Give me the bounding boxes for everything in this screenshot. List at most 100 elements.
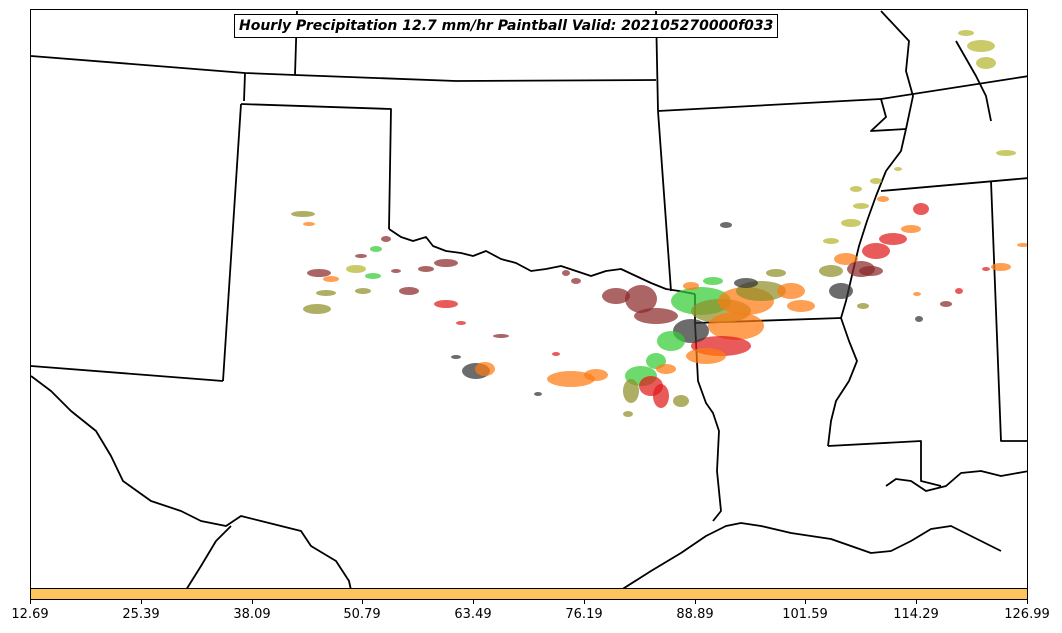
boundary-ok-ar	[657, 110, 672, 292]
paintball	[291, 211, 315, 217]
paintball	[862, 243, 890, 259]
boundary-tn-south	[880, 177, 1027, 192]
paintball	[819, 265, 843, 277]
paintball	[829, 283, 853, 299]
paintball	[683, 282, 699, 290]
boundary-la-ms	[827, 440, 942, 487]
paintball	[787, 300, 815, 312]
colorbar-tick-mark	[362, 600, 363, 604]
paintball	[870, 178, 882, 184]
boundary-nm-ok-panhandle	[240, 103, 392, 230]
paintball	[451, 355, 461, 359]
paintball	[913, 292, 921, 296]
paintball	[673, 395, 689, 407]
paintball	[493, 334, 509, 338]
paintball	[547, 371, 595, 387]
paintball	[976, 57, 996, 69]
precip-paintballs	[291, 30, 1027, 417]
paintball	[991, 263, 1011, 271]
boundary-ill-river	[955, 40, 992, 122]
paintball	[777, 283, 805, 299]
colorbar	[30, 588, 1028, 600]
paintball	[370, 246, 382, 252]
paintball	[323, 276, 339, 282]
boundary-north-1	[31, 55, 657, 82]
boundary-rio-grande	[31, 375, 352, 588]
paintball	[967, 40, 995, 52]
paintball	[303, 222, 315, 226]
map-canvas	[31, 10, 1027, 588]
paintball	[982, 267, 990, 271]
paintball	[940, 301, 952, 307]
colorbar-tick-mark	[252, 600, 253, 604]
paintball	[365, 273, 381, 279]
boundary-mo-ar	[657, 98, 907, 132]
colorbar-tick-mark	[473, 600, 474, 604]
boundary-gulf-coast	[622, 522, 1002, 588]
paintball	[857, 303, 869, 309]
paintball	[734, 278, 758, 288]
paintball	[850, 186, 862, 192]
paintball	[703, 277, 723, 285]
paintball	[841, 219, 861, 227]
paintball	[686, 348, 726, 364]
paintball	[634, 308, 678, 324]
paintball	[475, 362, 495, 376]
paintball	[915, 316, 923, 322]
paintball	[958, 30, 974, 36]
map-panel	[30, 9, 1028, 589]
paintball	[901, 225, 921, 233]
paintball	[418, 266, 434, 272]
paintball	[657, 331, 685, 351]
boundary-nm-tx-south	[31, 365, 224, 382]
colorbar-tick-label: 50.79	[343, 607, 381, 622]
paintball	[303, 304, 331, 314]
paintball	[656, 364, 676, 374]
boundary-mexico-coast	[186, 525, 232, 588]
boundary-ms-al	[990, 180, 1027, 442]
paintball	[316, 290, 336, 296]
colorbar-tick-mark	[584, 600, 585, 604]
boundary-mississippi	[827, 128, 907, 447]
paintball	[955, 288, 963, 294]
paintball	[381, 236, 391, 242]
boundary-tn-north	[880, 75, 1027, 100]
paintball	[859, 266, 883, 276]
paintball	[307, 269, 331, 277]
paintball	[562, 270, 570, 276]
paintball	[625, 285, 657, 313]
colorbar-tick-label: 12.69	[11, 607, 49, 622]
colorbar-tick-mark	[805, 600, 806, 604]
paintball	[834, 253, 858, 265]
paintball	[552, 352, 560, 356]
boundary-ks-ok	[243, 72, 246, 102]
paintball	[766, 269, 786, 277]
paintball	[355, 288, 371, 294]
colorbar-tick-mark	[30, 600, 31, 604]
paintball	[346, 265, 366, 273]
colorbar-tick-label: 88.89	[676, 607, 714, 622]
paintball	[877, 196, 889, 202]
paintball	[355, 254, 367, 258]
paintball	[602, 288, 630, 304]
map-title: Hourly Precipitation 12.7 mm/hr Paintbal…	[234, 14, 779, 38]
paintball	[853, 203, 869, 209]
paintball	[653, 384, 669, 408]
boundary-mo-ia	[880, 10, 914, 130]
paintball	[571, 278, 581, 284]
colorbar-tick-label: 101.59	[782, 607, 828, 622]
paintball	[434, 259, 458, 267]
paintball	[456, 321, 466, 325]
paintball	[623, 411, 633, 417]
colorbar-tick-mark	[916, 600, 917, 604]
paintball	[399, 287, 419, 295]
colorbar-tick-label: 38.09	[233, 607, 271, 622]
colorbar-tick-mark	[695, 600, 696, 604]
paintball	[584, 369, 608, 381]
boundary-red-river	[388, 228, 696, 295]
colorbar-tick-label: 114.29	[893, 607, 939, 622]
paintball	[391, 269, 401, 273]
colorbar-tick-label: 126.99	[1004, 607, 1050, 622]
paintball	[879, 233, 907, 245]
colorbar-tick-mark	[1027, 600, 1028, 604]
